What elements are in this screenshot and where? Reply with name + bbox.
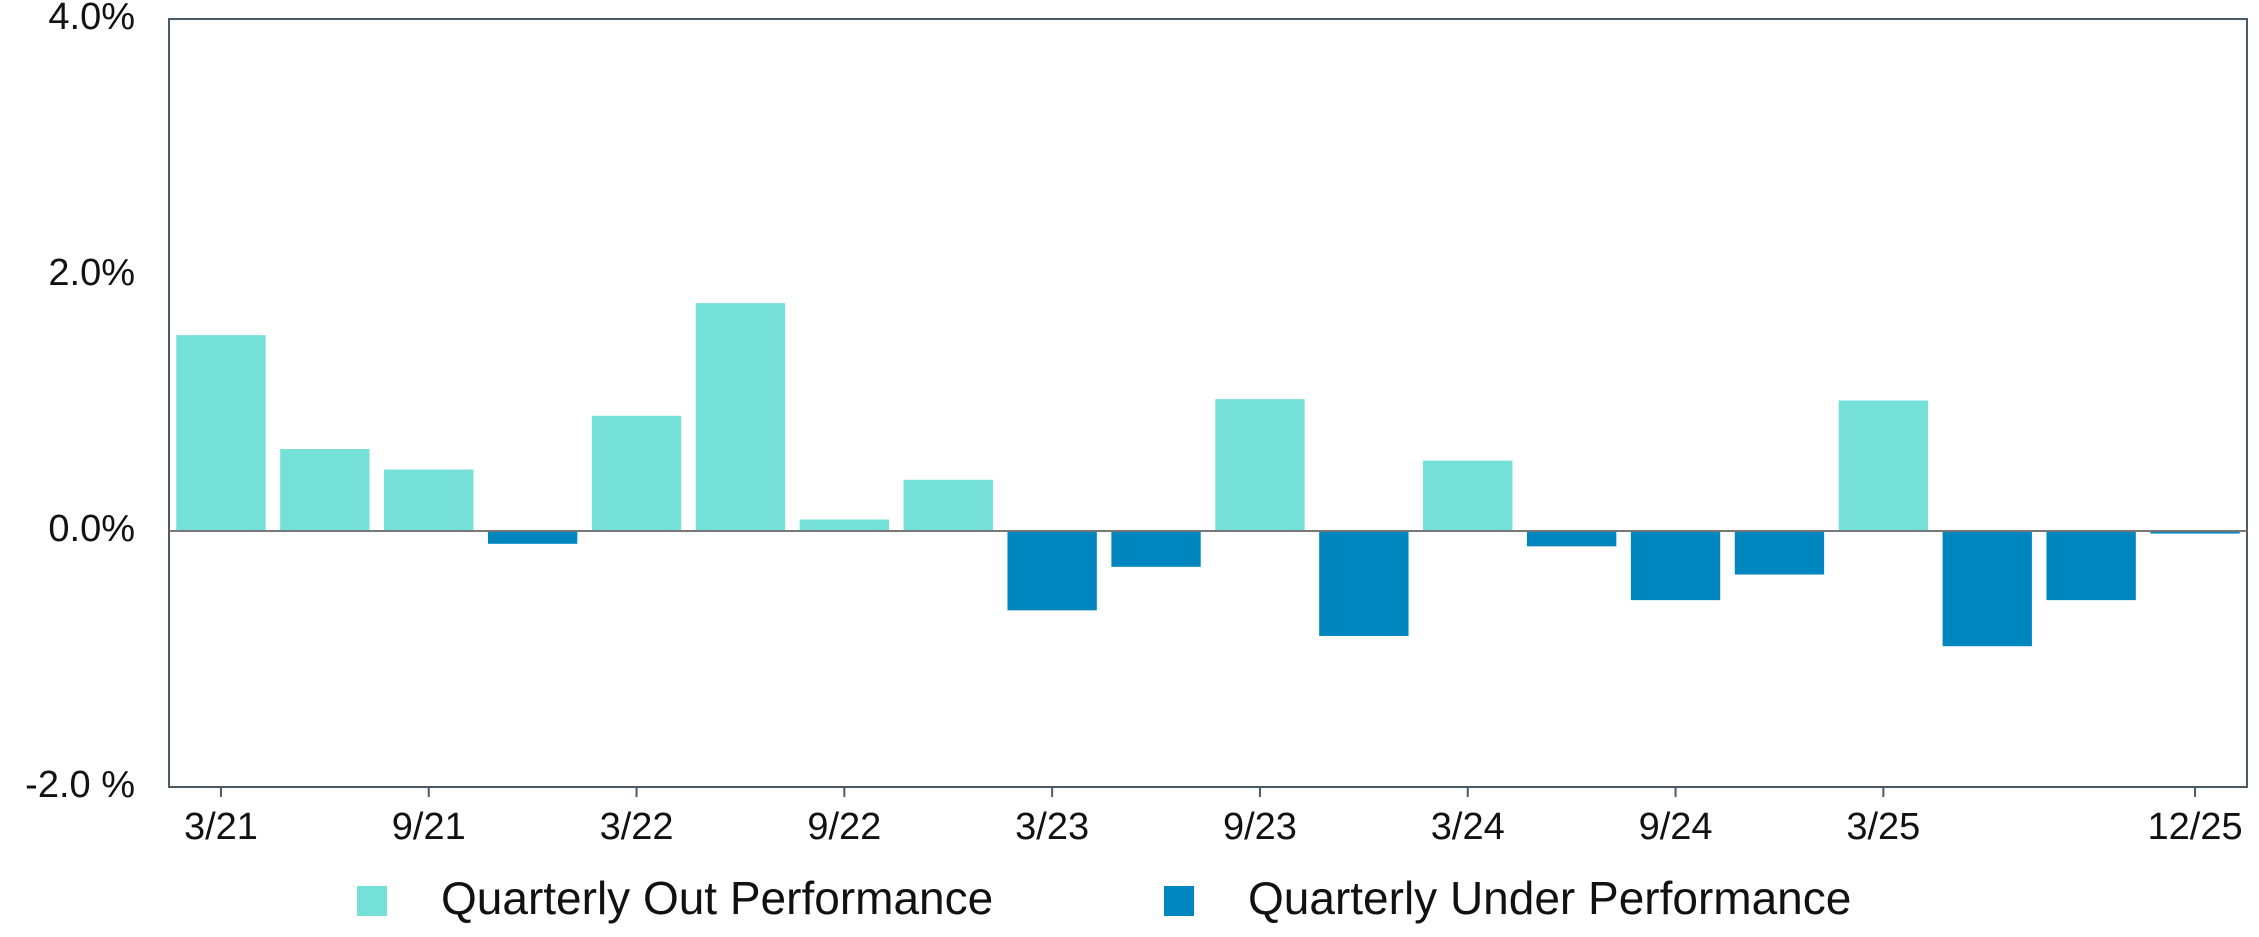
- bar: [1423, 460, 1513, 531]
- bar: [1734, 531, 1825, 575]
- x-tick-label: 3/24: [1431, 806, 1505, 848]
- bar: [1838, 400, 1929, 531]
- x-tick-label: 3/21: [184, 806, 258, 848]
- x-tick-label: 9/23: [1223, 806, 1297, 848]
- bar: [384, 469, 474, 531]
- legend-swatch: [357, 886, 387, 916]
- bar: [487, 531, 578, 544]
- x-tick-label: 3/25: [1846, 806, 1920, 848]
- bar: [695, 303, 786, 531]
- bar: [1319, 531, 1409, 636]
- x-tick-label: 9/22: [807, 806, 881, 848]
- legend-swatch: [1164, 886, 1194, 916]
- bar: [1630, 531, 1721, 601]
- legend-label: Quarterly Under Performance: [1248, 872, 1851, 924]
- bar: [1942, 531, 2032, 647]
- x-tick-label: 3/22: [600, 806, 674, 848]
- x-tick-label: 9/24: [1639, 806, 1713, 848]
- bar: [2150, 531, 2240, 534]
- bar: [1007, 531, 1097, 611]
- legend-label: Quarterly Out Performance: [441, 872, 993, 924]
- bar: [1215, 399, 1305, 531]
- y-tick-label: -2.0 %: [25, 764, 135, 806]
- bar: [1526, 531, 1617, 547]
- y-tick-label: 0.0%: [48, 508, 135, 550]
- bar: [903, 479, 993, 531]
- y-tick-label: 2.0%: [48, 252, 135, 294]
- bar: [280, 449, 370, 531]
- bar: [2046, 531, 2136, 601]
- bar: [799, 519, 890, 531]
- x-tick-label: 9/21: [392, 806, 466, 848]
- bar: [176, 335, 266, 531]
- bar: [591, 415, 682, 531]
- plot-frame: [168, 18, 2248, 788]
- bar: [1111, 531, 1201, 567]
- x-tick-label: 12/25: [2148, 806, 2243, 848]
- y-tick-label: 4.0%: [48, 0, 135, 38]
- x-tick-label: 3/23: [1015, 806, 1089, 848]
